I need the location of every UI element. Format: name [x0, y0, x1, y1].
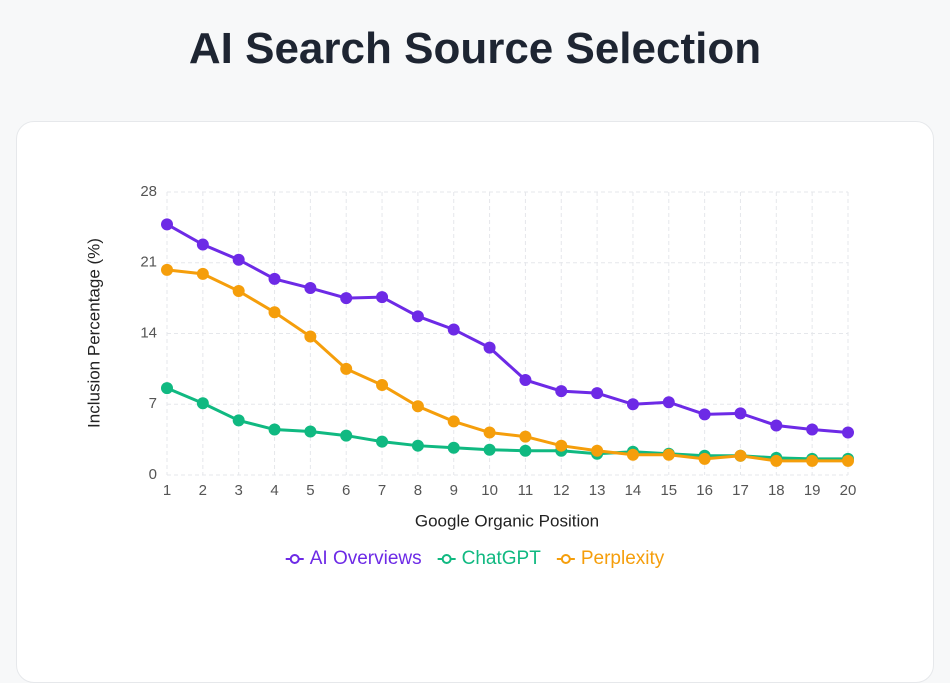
x-tick-label: 11: [518, 482, 534, 499]
data-point: [662, 448, 675, 461]
data-point: [232, 414, 245, 427]
legend-label: ChatGPT: [462, 548, 542, 569]
data-point: [447, 323, 460, 336]
y-tick-label: 7: [149, 395, 157, 412]
data-point: [161, 263, 173, 276]
x-tick-label: 19: [804, 482, 821, 499]
data-point: [411, 310, 424, 323]
x-tick-label: 1: [163, 482, 171, 499]
data-point: [591, 387, 604, 400]
data-point: [304, 282, 317, 295]
x-tick-label: 12: [553, 482, 570, 499]
data-point: [268, 272, 281, 285]
x-tick-label: 8: [414, 482, 422, 499]
data-point: [304, 330, 317, 343]
data-point: [519, 430, 532, 443]
x-tick-label: 15: [660, 482, 677, 499]
data-point: [806, 423, 819, 436]
legend-icon-dot: [441, 554, 452, 564]
data-point: [196, 397, 209, 410]
data-point: [770, 454, 783, 467]
series-line: [166, 386, 848, 461]
data-point: [483, 426, 496, 439]
data-point: [411, 439, 424, 452]
data-point: [232, 285, 245, 298]
data-point: [519, 373, 532, 386]
y-axis-title: Inclusion Percentage (%): [84, 238, 103, 428]
legend: AI Overviews ChatGPT Perplexity: [285, 548, 665, 569]
data-point: [161, 218, 173, 231]
series-line: [166, 223, 849, 435]
y-tick-label: 0: [149, 466, 157, 483]
data-point: [376, 291, 389, 304]
data-point: [340, 429, 353, 442]
data-point: [161, 382, 173, 395]
data-point: [842, 426, 854, 439]
data-point: [555, 385, 568, 398]
data-point: [232, 253, 245, 266]
data-point: [340, 362, 353, 375]
y-tick-label: 21: [140, 254, 157, 271]
data-point: [447, 441, 460, 454]
data-point: [698, 452, 711, 465]
x-tick-label: 6: [342, 482, 350, 499]
page: AI Search Source Selection Google Organi…: [16, 24, 934, 683]
data-point: [591, 444, 604, 457]
data-point: [340, 292, 353, 305]
data-point: [268, 306, 281, 319]
x-tick-label: 4: [270, 482, 278, 499]
data-point: [304, 425, 317, 438]
data-point: [734, 449, 747, 462]
data-point: [842, 454, 854, 467]
legend-icon-dot: [560, 554, 571, 564]
data-point: [376, 379, 389, 392]
x-tick-label: 17: [732, 482, 749, 499]
data-point: [734, 407, 747, 420]
data-point: [626, 448, 639, 461]
chart-card: [16, 121, 934, 683]
y-tick-label: 14: [140, 324, 157, 341]
data-point: [483, 341, 496, 354]
data-point: [770, 419, 783, 432]
x-tick-label: 10: [481, 482, 498, 499]
data-point: [806, 454, 819, 467]
x-tick-label: 2: [199, 482, 207, 499]
data-point: [268, 423, 281, 436]
data-point: [698, 408, 711, 421]
chart: Google Organic Position Inclusion Percen…: [84, 183, 857, 569]
legend-label: AI Overviews: [310, 548, 422, 569]
x-tick-label: 18: [768, 482, 785, 499]
data-point: [483, 443, 496, 456]
data-point: [196, 238, 209, 251]
x-tick-label: 7: [378, 482, 386, 499]
data-point: [519, 444, 532, 457]
data-point: [447, 415, 460, 428]
x-tick-label: 9: [450, 482, 458, 499]
data-point: [555, 439, 568, 452]
data-point: [662, 396, 675, 409]
x-tick-label: 5: [306, 482, 314, 499]
x-axis-title: Google Organic Position: [415, 511, 599, 530]
page-title: AI Search Source Selection: [188, 24, 762, 73]
y-tick-label: 28: [140, 183, 157, 200]
x-tick-label: 3: [235, 482, 243, 499]
data-point: [626, 398, 639, 411]
data-point: [376, 435, 389, 448]
x-tick-label: 14: [625, 482, 642, 499]
data-point: [411, 400, 424, 413]
x-tick-label: 13: [589, 482, 606, 499]
data-point: [196, 267, 209, 280]
x-tick-label: 16: [696, 482, 713, 499]
legend-label: Perplexity: [581, 548, 665, 569]
legend-icon-dot: [289, 554, 300, 564]
x-tick-label: 20: [840, 482, 857, 499]
